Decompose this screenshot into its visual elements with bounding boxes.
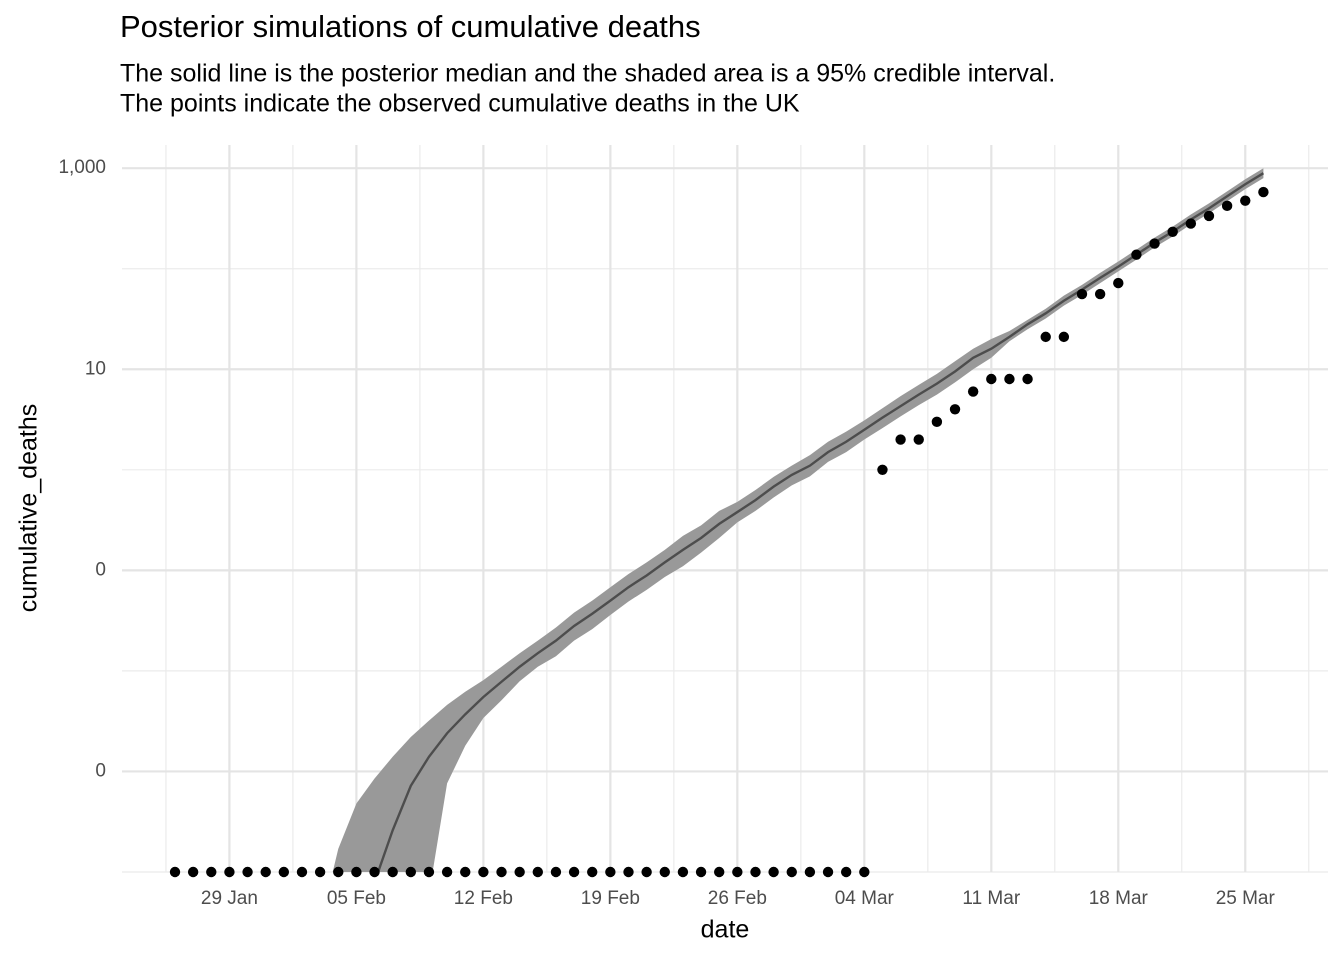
observed-point — [423, 866, 435, 878]
observed-point — [478, 866, 489, 878]
x-tick-label: 04 Mar — [835, 888, 895, 909]
median-line — [376, 172, 1265, 872]
observed-point — [877, 464, 888, 476]
observed-point — [1131, 249, 1142, 260]
observed-point — [333, 866, 344, 878]
observed-point — [732, 866, 743, 878]
observed-point — [169, 866, 181, 878]
chart-title: Posterior simulations of cumulative deat… — [120, 9, 701, 44]
observed-point — [986, 373, 997, 385]
observed-point — [1040, 331, 1051, 343]
observed-point — [623, 866, 634, 878]
y-tick-label: 1,000 — [58, 157, 106, 178]
observed-point — [532, 866, 543, 878]
x-tick-label: 25 Mar — [1216, 888, 1276, 909]
observed-point — [822, 866, 834, 878]
observed-point — [750, 866, 761, 878]
chart-subtitle: The solid line is the posterior median a… — [120, 60, 1055, 88]
y-tick-label: 0 — [95, 559, 106, 580]
observed-point — [1167, 226, 1178, 237]
observed-point — [931, 416, 943, 428]
observed-point — [895, 434, 906, 445]
observed-point — [967, 386, 979, 397]
observed-point — [1221, 200, 1233, 212]
observed-point — [550, 866, 562, 878]
x-tick-label: 05 Feb — [327, 888, 386, 909]
observed-point — [514, 866, 525, 878]
observed-point — [1076, 288, 1088, 300]
chart-subtitle: The points indicate the observed cumulat… — [120, 90, 800, 118]
observed-point — [1094, 288, 1106, 300]
observed-point — [840, 866, 852, 878]
observed-point — [714, 866, 725, 878]
x-axis-label: date — [701, 916, 750, 944]
observed-point — [1258, 186, 1269, 198]
observed-point — [369, 866, 380, 878]
observed-point — [1185, 218, 1197, 229]
x-tick-label: 26 Feb — [708, 888, 767, 909]
observed-point — [1113, 277, 1124, 289]
observed-point — [949, 404, 961, 415]
observed-point — [314, 866, 326, 878]
observed-point — [1240, 195, 1251, 206]
observed-point — [260, 866, 271, 878]
observed-point — [859, 866, 870, 878]
observed-point — [351, 866, 362, 878]
observed-point — [659, 866, 670, 878]
observed-point — [1022, 373, 1033, 385]
x-tick-label: 11 Mar — [962, 888, 1020, 909]
observed-point — [605, 866, 616, 878]
x-tick-label: 29 Jan — [201, 888, 258, 909]
observed-point — [496, 866, 507, 878]
observed-point — [768, 866, 779, 878]
observed-point — [460, 866, 471, 878]
observed-point — [1058, 331, 1070, 343]
x-tick-label: 19 Feb — [581, 888, 640, 909]
y-axis-label: cumulative_deaths — [15, 404, 43, 612]
observed-point — [278, 866, 290, 878]
observed-point — [405, 866, 417, 878]
observed-point — [804, 866, 816, 878]
observed-point — [242, 866, 253, 878]
observed-point — [677, 866, 689, 878]
observed-point — [641, 866, 652, 878]
observed-point — [187, 866, 199, 878]
observed-point — [387, 866, 398, 878]
observed-point — [1203, 210, 1215, 222]
observed-point — [786, 866, 797, 878]
observed-point — [206, 866, 217, 878]
observed-point — [1149, 238, 1160, 249]
y-tick-label: 10 — [85, 358, 106, 379]
observed-point — [441, 866, 453, 878]
observed-point — [587, 866, 598, 878]
x-tick-label: 12 Feb — [454, 888, 513, 909]
observed-point — [1004, 373, 1015, 385]
y-tick-label: 0 — [95, 760, 106, 781]
observed-point — [913, 434, 924, 445]
observed-point — [695, 866, 707, 878]
x-tick-label: 18 Mar — [1089, 888, 1149, 909]
observed-point — [568, 866, 580, 878]
observed-point — [296, 866, 308, 878]
credible-interval — [332, 168, 1264, 872]
observed-point — [224, 866, 235, 878]
